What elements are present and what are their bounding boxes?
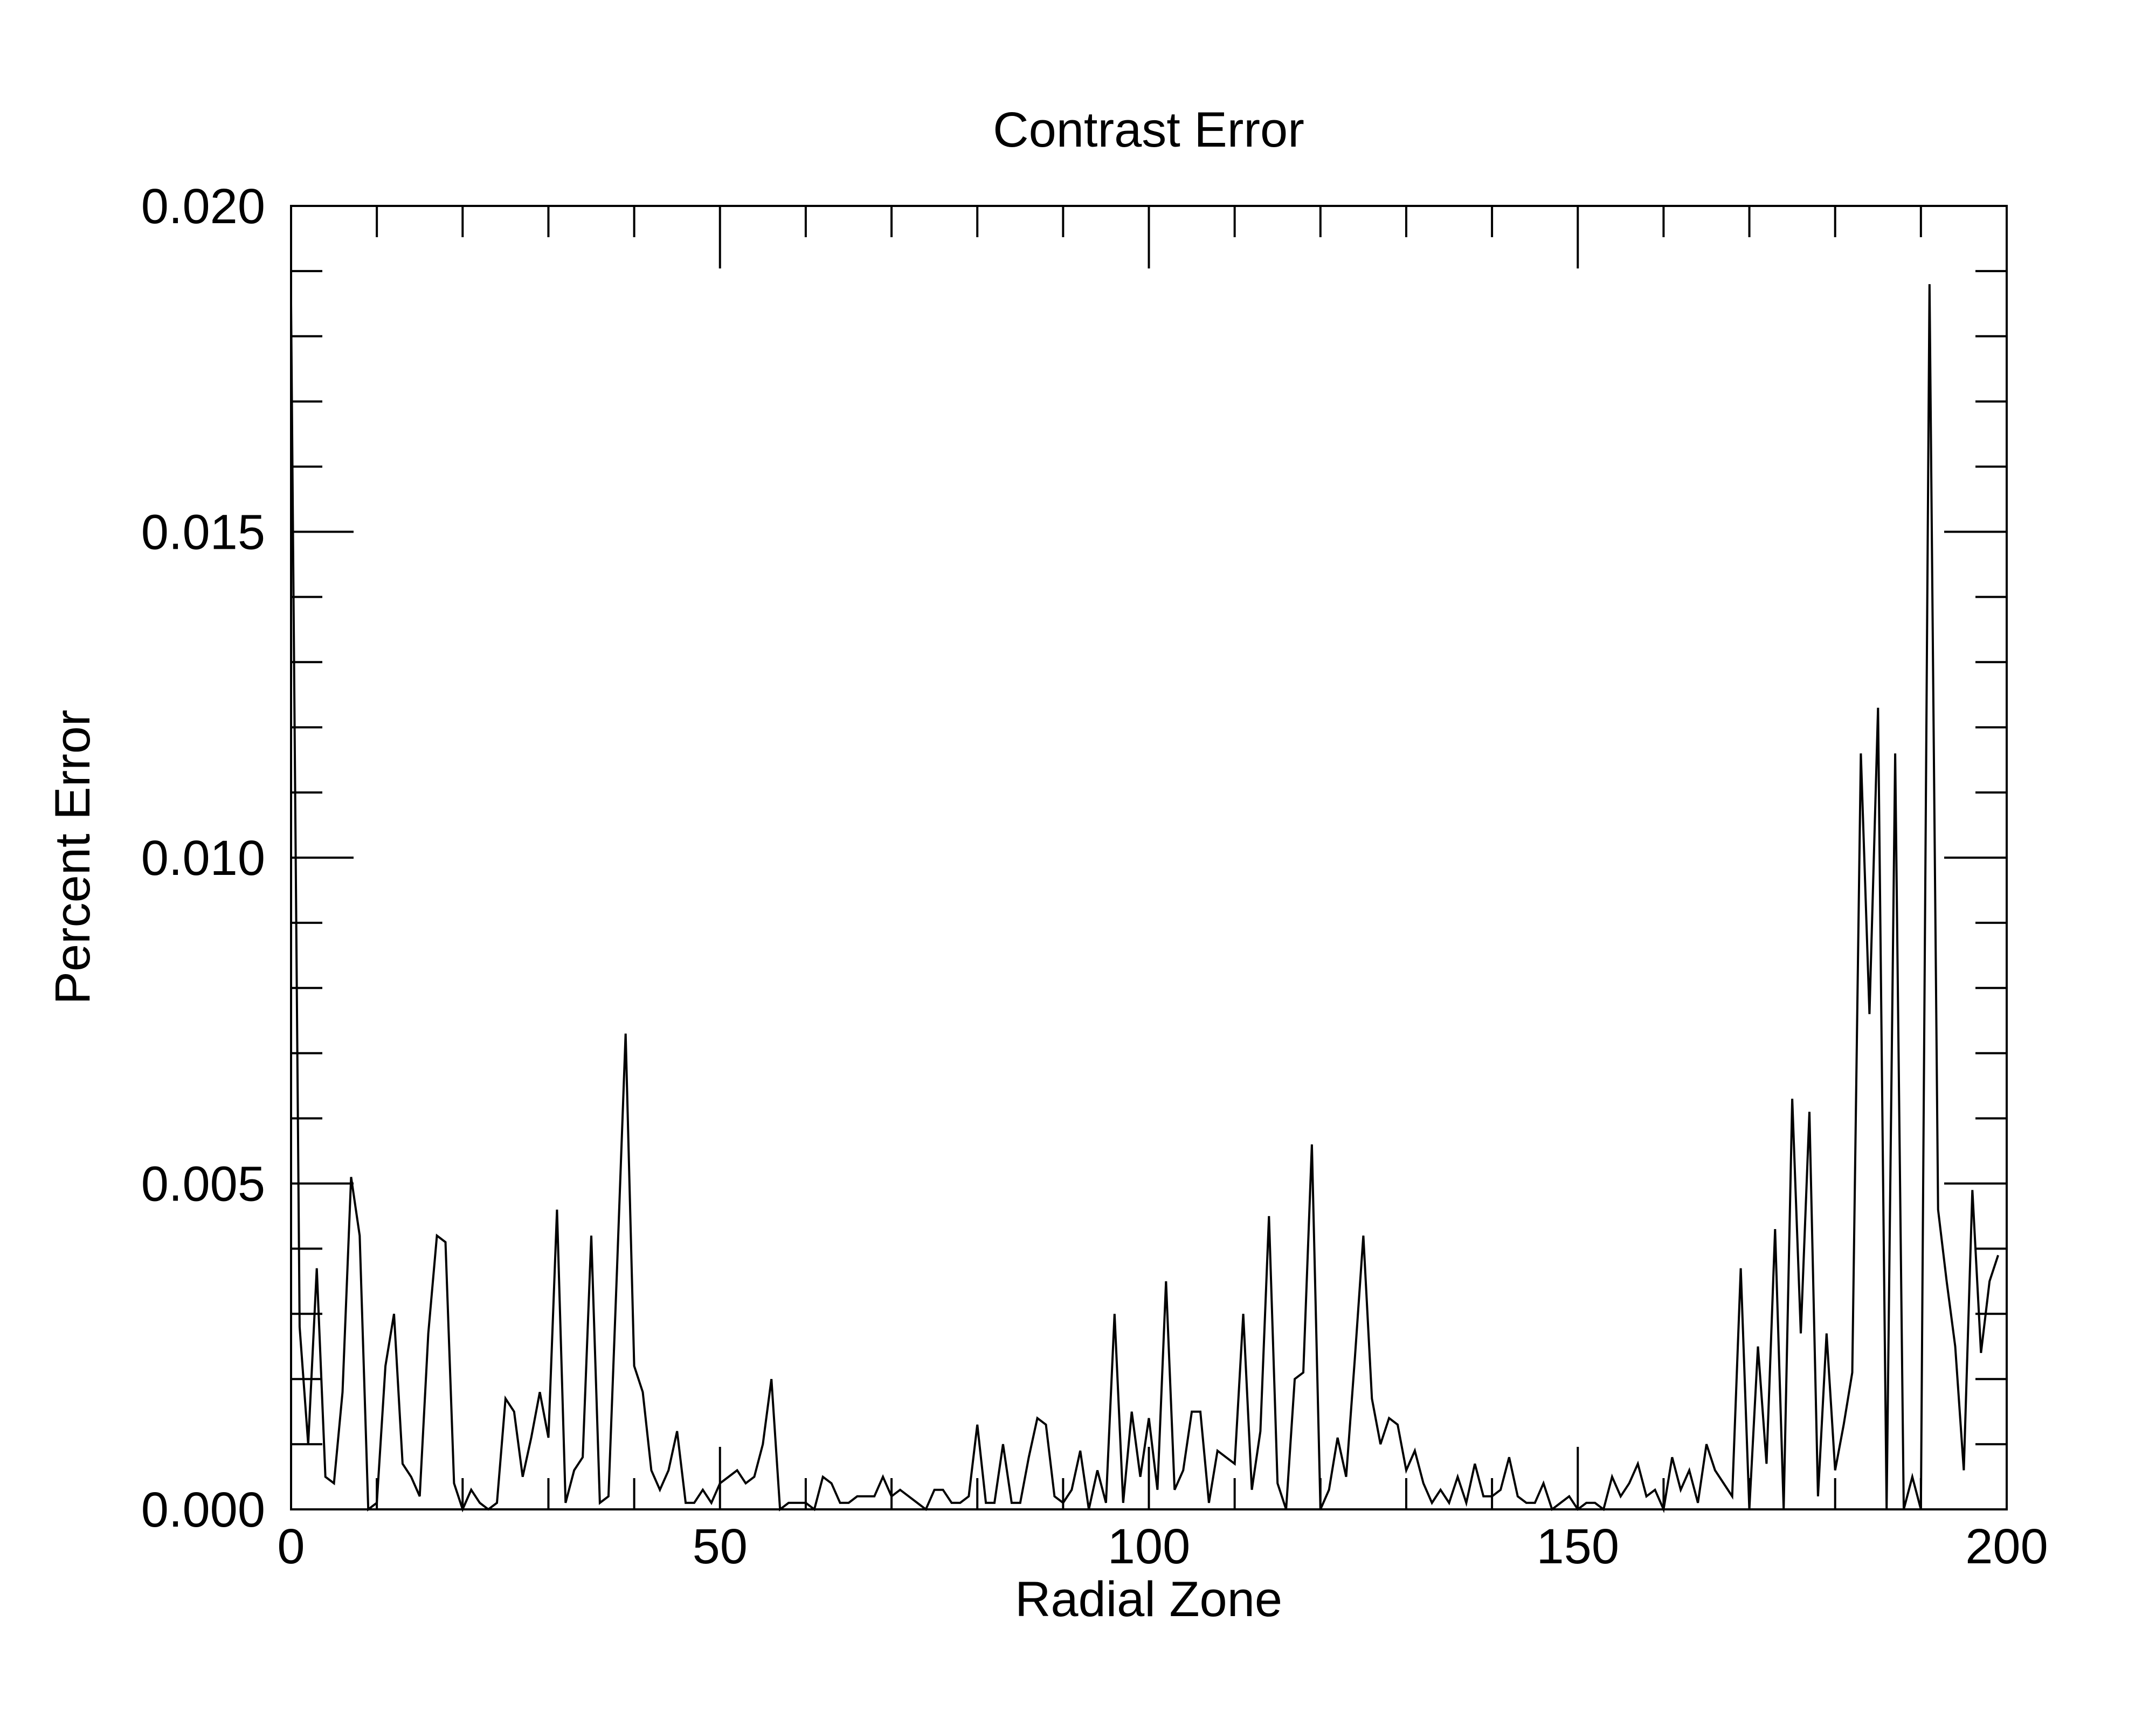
y-tick-label: 0.000 [141,1482,265,1537]
y-tick-label: 0.010 [141,831,265,886]
y-tick-label: 0.020 [141,179,265,234]
x-tick-label: 200 [1965,1519,2048,1574]
x-tick-label: 0 [277,1519,305,1574]
series-line [290,284,1999,1513]
tick-labels: 0 50 100 150 200 0.000 0.005 0.010 0.015 0.020 [141,179,2048,1574]
y-tick-label: 0.015 [141,505,265,560]
x-tick-label: 50 [693,1519,748,1574]
y-axis-label: Percent Error [45,709,100,1004]
x-tick-label: 150 [1537,1519,1620,1574]
x-axis-label: Radial Zone [1015,1572,1282,1627]
y-tick-label: 0.005 [141,1157,265,1212]
chart-title: Contrast Error [993,102,1304,157]
plot-frame [290,205,2008,1510]
x-tick-label: 100 [1108,1519,1191,1574]
